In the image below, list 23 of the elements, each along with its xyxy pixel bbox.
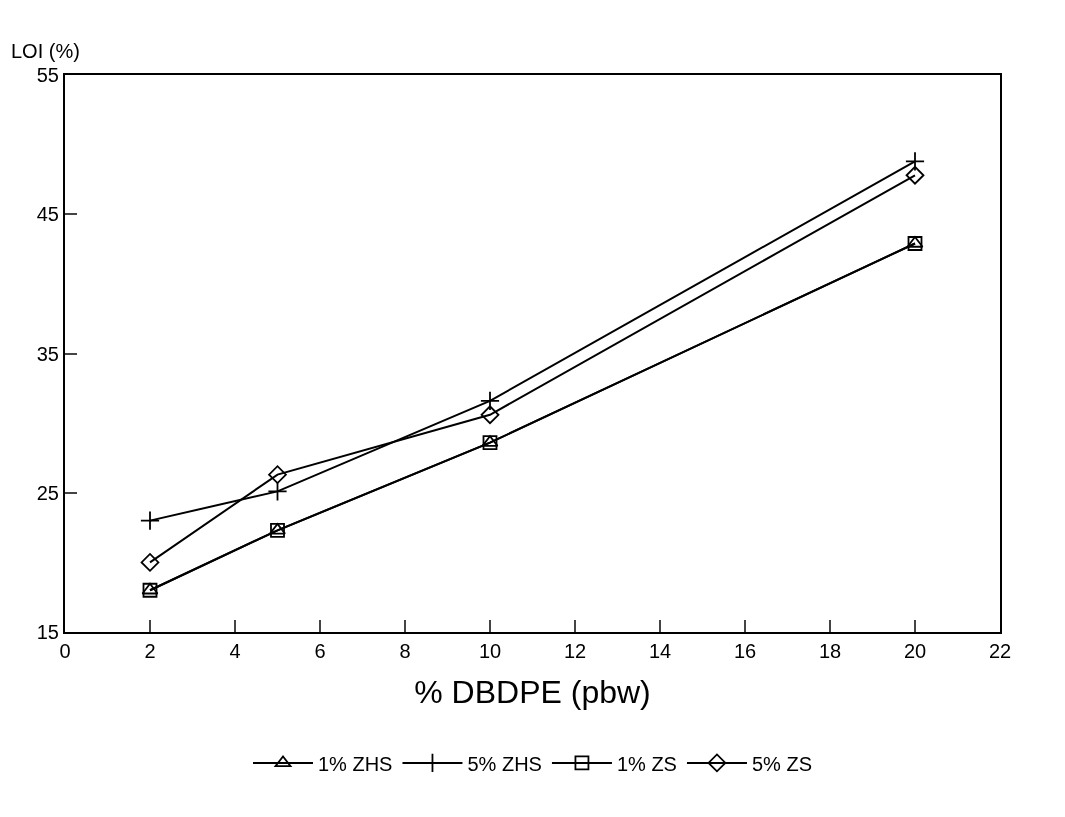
- legend-label: 1% ZS: [616, 752, 677, 775]
- y-tick-label: 45: [36, 203, 59, 226]
- x-tick-label: 20: [903, 640, 927, 662]
- x-tick-label: 18: [818, 640, 842, 662]
- x-tick-label: 14: [648, 640, 672, 662]
- y-axis-title: LOI (%): [11, 40, 80, 62]
- legend-label: 5% ZHS: [467, 752, 542, 775]
- x-tick-label: 22: [988, 640, 1012, 662]
- y-tick-label: 55: [36, 64, 59, 86]
- x-tick-label: 6: [314, 640, 326, 662]
- x-tick-label: 4: [229, 640, 241, 662]
- legend-label: 5% ZS: [751, 752, 812, 775]
- y-tick-label: 15: [36, 621, 59, 643]
- legend-label: 1% ZHS: [318, 752, 393, 775]
- y-tick-label: 35: [36, 342, 59, 365]
- x-tick-label: 2: [144, 640, 156, 662]
- x-tick-label: 0: [59, 640, 71, 662]
- x-axis-title: % DBDPE (pbw): [414, 674, 651, 711]
- x-tick-label: 10: [478, 640, 502, 662]
- x-tick-label: 8: [399, 640, 411, 662]
- x-tick-label: 12: [563, 640, 587, 662]
- x-tick-label: 16: [733, 640, 757, 662]
- y-tick-label: 25: [36, 481, 59, 504]
